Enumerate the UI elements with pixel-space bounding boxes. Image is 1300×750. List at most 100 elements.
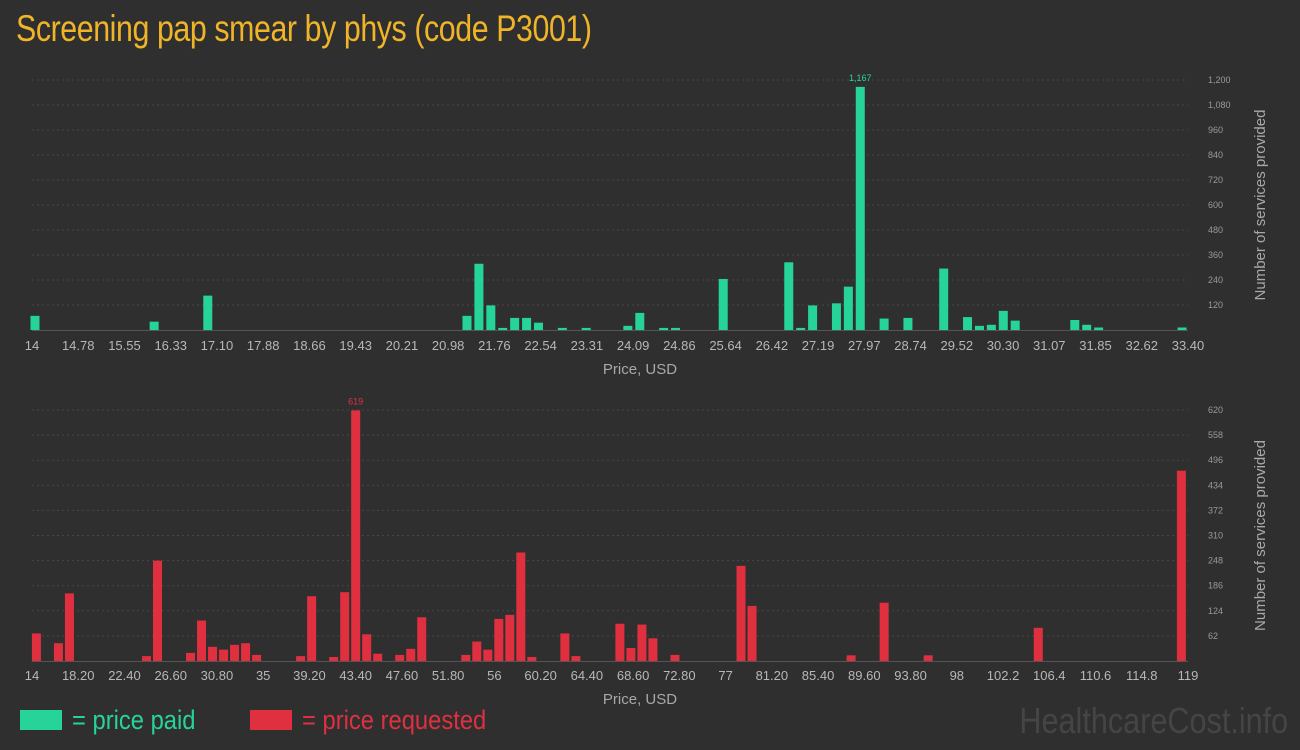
bar: [64, 593, 74, 661]
bar: [516, 552, 526, 661]
x-tick-label: 17.10: [201, 338, 234, 353]
x-tick-label: 14: [25, 338, 39, 353]
legend-price-paid: = price paid: [20, 704, 212, 736]
x-tick-label: 27.97: [848, 338, 881, 353]
bar: [1094, 327, 1104, 330]
bar: [615, 623, 625, 661]
y-tick-label: 960: [1208, 125, 1223, 135]
x-tick-label: 106.4: [1033, 668, 1066, 683]
x-tick-label: 33.40: [1172, 338, 1205, 353]
y-tick-label: 720: [1208, 175, 1223, 185]
bar: [30, 315, 40, 330]
bar: [963, 317, 973, 330]
chart-title: Screening pap smear by phys (code P3001): [16, 8, 592, 49]
bar: [581, 327, 591, 330]
bar: [796, 327, 806, 330]
bar: [252, 654, 262, 661]
x-tick-label: 21.76: [478, 338, 511, 353]
y-tick-label: 1,200: [1208, 75, 1231, 85]
y-tick-label: 434: [1208, 480, 1223, 490]
y-tick-label: 558: [1208, 430, 1223, 440]
bar: [637, 624, 647, 661]
bar: [362, 634, 372, 661]
x-tick-label: 43.40: [339, 668, 372, 683]
bar: [186, 652, 196, 661]
x-tick-label: 17.88: [247, 338, 280, 353]
x-tick-label: 24.09: [617, 338, 650, 353]
bar: [395, 654, 405, 661]
x-tick-label: 35: [256, 668, 270, 683]
bar: [623, 325, 633, 330]
bar: [203, 295, 213, 330]
x-tick-label: 24.86: [663, 338, 696, 353]
bar: [417, 617, 427, 661]
bar: [522, 317, 532, 330]
y-tick-label: 1,080: [1208, 100, 1231, 110]
bar: [736, 565, 746, 661]
peak-data-label: 1,167: [849, 73, 872, 83]
bar: [831, 303, 841, 330]
peak-data-label: 619: [348, 396, 363, 406]
x-tick-label: 85.40: [802, 668, 835, 683]
legend-swatch-requested: [250, 710, 292, 730]
y-axis-label: Number of services provided: [1252, 110, 1269, 301]
x-tick-label: 25.64: [709, 338, 742, 353]
x-tick-label: 15.55: [108, 338, 141, 353]
x-tick-label: 31.85: [1079, 338, 1112, 353]
bar: [230, 644, 240, 661]
x-tick-label: 64.40: [571, 668, 604, 683]
y-tick-label: 310: [1208, 531, 1223, 541]
x-tick-label: 23.31: [571, 338, 604, 353]
x-tick-label: 114.8: [1126, 668, 1158, 683]
y-tick-label: 240: [1208, 275, 1223, 285]
bar: [1033, 627, 1043, 661]
bar: [197, 620, 207, 661]
legend-swatch-paid: [20, 710, 62, 730]
bar: [219, 649, 229, 661]
x-tick-label: 28.74: [894, 338, 927, 353]
bar: [505, 614, 515, 661]
bar: [808, 305, 818, 330]
x-axis-label: Price, USD: [603, 691, 677, 708]
bar: [974, 325, 984, 330]
bar: [208, 646, 218, 661]
bar: [903, 317, 913, 330]
bar: [141, 656, 151, 661]
bar: [462, 315, 472, 330]
bar: [1010, 320, 1020, 330]
y-tick-label: 840: [1208, 150, 1223, 160]
bar: [329, 656, 339, 661]
x-tick-label: 26.42: [756, 338, 789, 353]
y-tick-label: 186: [1208, 581, 1223, 591]
x-tick-label: 31.07: [1033, 338, 1066, 353]
x-tick-label: 56: [487, 668, 501, 683]
bar: [939, 268, 949, 330]
x-tick-label: 18.20: [62, 668, 95, 683]
bar: [498, 327, 508, 330]
bar: [53, 643, 63, 661]
bar: [483, 649, 493, 661]
bar: [296, 656, 306, 661]
x-tick-label: 47.60: [386, 668, 419, 683]
legend-price-requested: = price requested: [250, 704, 511, 736]
x-tick-label: 60.20: [524, 668, 557, 683]
bar: [31, 633, 41, 661]
y-tick-label: 480: [1208, 225, 1223, 235]
bar: [472, 641, 482, 661]
y-tick-label: 248: [1208, 556, 1223, 566]
bar: [879, 318, 889, 330]
y-tick-label: 372: [1208, 505, 1223, 515]
bar: [648, 638, 658, 661]
bar: [557, 327, 567, 330]
bar: [879, 602, 889, 661]
x-tick-label: 26.60: [154, 668, 187, 683]
bar: [626, 648, 636, 661]
y-tick-label: 62: [1208, 631, 1218, 641]
bar: [149, 321, 159, 330]
x-tick-label: 16.33: [154, 338, 187, 353]
x-tick-label: 81.20: [756, 668, 789, 683]
bar: [843, 286, 853, 330]
x-tick-label: 98: [950, 668, 964, 683]
x-tick-label: 39.20: [293, 668, 326, 683]
bar: [747, 605, 757, 661]
